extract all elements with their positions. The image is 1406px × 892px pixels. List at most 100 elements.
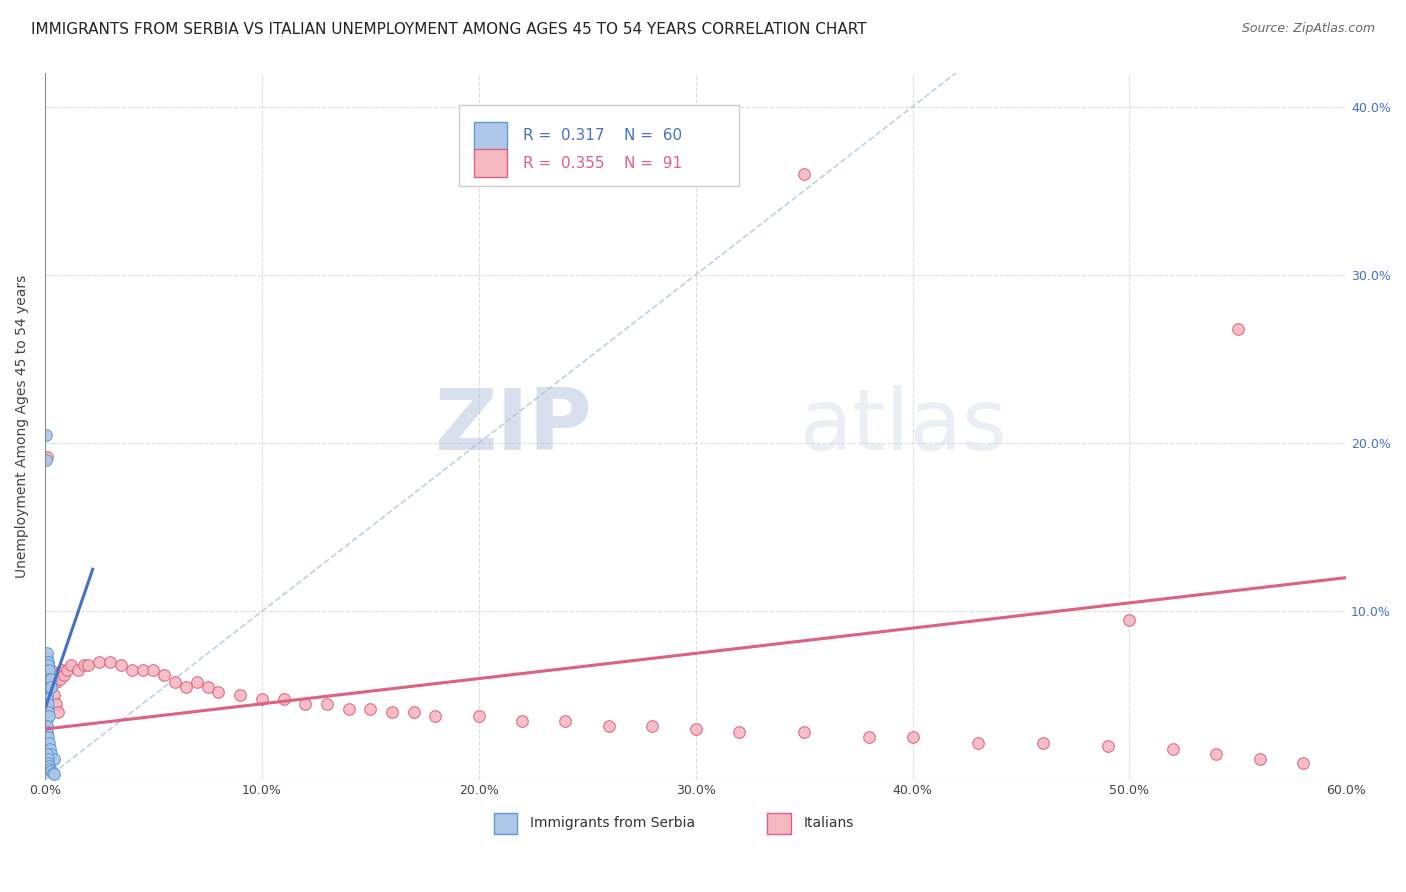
Point (37, 731, 59, 745)
Point (39, 675, 62, 690)
Y-axis label: Unemployment Among Ages 45 to 54 years: Unemployment Among Ages 45 to 54 years (15, 275, 30, 578)
Point (37, 658, 59, 673)
Point (510, 714, 533, 728)
Text: atlas: atlas (800, 384, 1008, 467)
Point (41, 765, 63, 780)
Point (858, 731, 880, 745)
Point (37, 646, 59, 660)
Point (41, 672, 63, 686)
Point (35, 689, 58, 703)
Point (37, 697, 59, 711)
Point (38, 735, 60, 749)
Point (42, 752, 65, 766)
Point (37, 725, 59, 739)
Point (35, 672, 58, 686)
Bar (494, 813, 517, 834)
Point (59, 658, 82, 673)
Point (1118, 613, 1140, 627)
Point (1292, 756, 1315, 770)
Point (37, 668, 59, 682)
Point (41, 663, 63, 677)
Point (1226, 321, 1249, 335)
Point (37, 756, 59, 770)
Point (1032, 735, 1054, 749)
Point (89, 655, 111, 669)
Point (37, 672, 59, 686)
Point (381, 705, 404, 719)
Point (38, 672, 60, 686)
Point (35, 759, 58, 773)
Point (35, 705, 58, 719)
Point (37, 702, 59, 716)
Point (1249, 752, 1271, 766)
Point (966, 735, 988, 749)
Point (359, 702, 381, 716)
Point (165, 675, 187, 690)
Point (37, 680, 59, 694)
Point (37, 705, 59, 719)
Point (77, 658, 100, 673)
Point (35, 719, 58, 733)
Point (35, 702, 58, 716)
Point (46, 668, 69, 682)
Point (1097, 739, 1119, 753)
Point (45, 672, 67, 686)
Text: R =  0.355    N =  91: R = 0.355 N = 91 (523, 156, 682, 170)
Point (38, 680, 60, 694)
Point (37, 663, 59, 677)
Point (37, 680, 59, 694)
Point (37, 658, 59, 673)
Point (35, 714, 58, 728)
Point (35, 697, 58, 711)
Point (294, 697, 316, 711)
Bar (458, 104, 738, 186)
Point (37, 708, 59, 723)
Point (39, 742, 62, 756)
Point (35, 651, 58, 665)
Point (1161, 742, 1184, 756)
Point (35, 722, 58, 736)
Point (685, 722, 707, 736)
Point (35, 427, 58, 442)
Point (174, 680, 197, 694)
Point (250, 691, 273, 706)
Point (37, 697, 59, 711)
Point (35, 675, 58, 690)
Point (793, 725, 815, 739)
Point (35, 708, 58, 723)
Point (273, 691, 295, 706)
Point (728, 725, 751, 739)
Point (197, 680, 219, 694)
Point (35, 658, 58, 673)
Bar (474, 149, 508, 178)
Point (35, 668, 58, 682)
Point (42, 675, 65, 690)
Text: IMMIGRANTS FROM SERBIA VS ITALIAN UNEMPLOYMENT AMONG AGES 45 TO 54 YEARS CORRELA: IMMIGRANTS FROM SERBIA VS ITALIAN UNEMPL… (31, 22, 866, 37)
Point (37, 658, 59, 673)
Point (55, 663, 77, 677)
Point (229, 689, 252, 703)
Point (37, 719, 59, 733)
Text: ZIP: ZIP (434, 384, 592, 467)
Point (793, 167, 815, 181)
Point (37, 655, 59, 669)
Point (35, 722, 58, 736)
Point (35, 689, 58, 703)
Point (35, 675, 58, 690)
Point (73, 658, 96, 673)
Text: Source: ZipAtlas.com: Source: ZipAtlas.com (1241, 22, 1375, 36)
Point (37, 689, 59, 703)
Text: Immigrants from Serbia: Immigrants from Serbia (530, 816, 696, 830)
Point (467, 708, 489, 723)
Bar (474, 121, 508, 150)
Point (186, 675, 208, 690)
Point (41, 747, 63, 762)
Point (41, 680, 63, 694)
Point (37, 668, 59, 682)
Point (121, 663, 143, 677)
Point (316, 697, 339, 711)
Point (110, 658, 132, 673)
Point (598, 719, 620, 733)
Point (35, 672, 58, 686)
Point (131, 663, 153, 677)
